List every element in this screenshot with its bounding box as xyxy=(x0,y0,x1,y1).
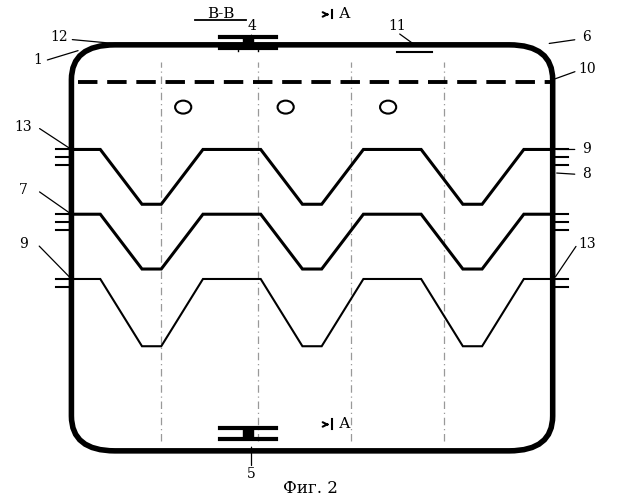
Text: А: А xyxy=(339,7,350,21)
Text: 1: 1 xyxy=(33,53,42,67)
Text: 9: 9 xyxy=(582,142,591,157)
Text: 11: 11 xyxy=(389,19,406,33)
Text: 13: 13 xyxy=(15,120,32,134)
FancyBboxPatch shape xyxy=(71,45,553,451)
Text: А: А xyxy=(339,418,350,432)
Text: В-В: В-В xyxy=(207,7,234,21)
Text: Фиг. 2: Фиг. 2 xyxy=(283,480,338,497)
Text: 6: 6 xyxy=(582,30,591,44)
Text: 13: 13 xyxy=(578,237,596,251)
Text: 10: 10 xyxy=(578,62,596,76)
Text: 9: 9 xyxy=(19,237,28,251)
Text: 8: 8 xyxy=(582,167,591,181)
Text: 5: 5 xyxy=(247,467,256,481)
Text: 12: 12 xyxy=(50,30,68,44)
Text: 7: 7 xyxy=(19,183,28,197)
Text: 4: 4 xyxy=(247,19,256,33)
